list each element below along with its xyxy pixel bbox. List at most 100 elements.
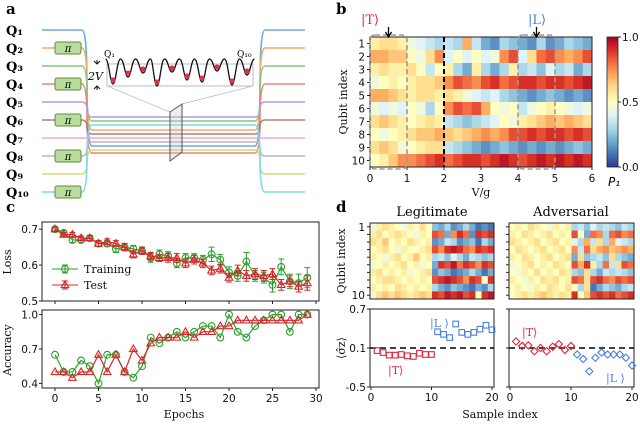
adversarial-heatmap-cell xyxy=(627,283,635,292)
data-point xyxy=(111,238,121,247)
data-point xyxy=(250,315,260,324)
adversarial-heatmap-cell xyxy=(602,268,610,277)
particle-dot xyxy=(229,78,235,84)
y-tick-label: 4 xyxy=(358,78,365,90)
legitimate-heatmap-cell xyxy=(463,230,470,239)
heatmap-cell xyxy=(388,89,399,103)
pi-gate-label: π xyxy=(64,80,72,91)
adversarial-heatmap-cell xyxy=(559,253,566,262)
legitimate-heatmap-cell xyxy=(401,268,408,277)
data-point xyxy=(232,315,243,324)
pi-gate-label: π xyxy=(64,44,72,55)
legitimate-heatmap-cell xyxy=(382,283,389,292)
heatmap-cell xyxy=(370,63,380,77)
adversarial-heatmap-cell xyxy=(609,245,616,254)
adversarial-title: Adversarial xyxy=(532,205,609,220)
legitimate-heatmap-cell xyxy=(450,223,458,231)
adversarial-heatmap-cell xyxy=(552,230,560,239)
heatmap-cell xyxy=(555,89,565,103)
adversarial-heatmap-cell xyxy=(534,230,541,239)
adversarial-heatmap-cell xyxy=(552,276,560,285)
adversarial-heatmap-cell xyxy=(627,261,635,269)
heatmap-cell xyxy=(434,37,445,51)
qubit-label: Q₉ xyxy=(6,168,23,183)
x-tick-label: 20 xyxy=(222,393,235,405)
adversarial-heatmap-cell xyxy=(559,276,566,285)
data-point xyxy=(293,315,304,324)
x-tick-label: 30 xyxy=(309,393,322,405)
legitimate-heatmap-cell xyxy=(419,283,427,292)
heatmap-cell xyxy=(379,89,389,103)
heatmap-cell xyxy=(471,89,482,103)
legitimate-heatmap-cell xyxy=(388,291,396,300)
qubit-line xyxy=(42,101,305,118)
legitimate-heatmap-cell xyxy=(419,245,427,254)
legitimate-heatmap-cell xyxy=(407,223,414,231)
legitimate-heatmap-cell xyxy=(487,276,495,285)
heatmap-cell xyxy=(518,128,528,142)
heatmap-cell xyxy=(573,141,584,155)
heatmap-cell xyxy=(518,37,528,51)
adversarial-heatmap-frame xyxy=(508,222,635,300)
legitimate-heatmap-cell xyxy=(413,261,420,269)
heatmap-cell xyxy=(416,37,426,51)
legitimate-heatmap-cell xyxy=(463,283,470,292)
heatmap-cell xyxy=(564,115,574,129)
adversarial-heatmap-cell xyxy=(609,268,616,277)
adversarial-heatmap-cell xyxy=(540,261,547,269)
qubit-label: Q₂ xyxy=(6,42,23,57)
adversarial-heatmap-cell xyxy=(577,276,585,285)
heatmap-cell xyxy=(508,50,519,64)
selection-window xyxy=(369,34,408,170)
legitimate-heatmap-cell xyxy=(413,238,420,247)
qubit-line xyxy=(42,119,305,135)
legitimate-heatmap-cell xyxy=(413,245,420,254)
legitimate-heatmap-cell xyxy=(438,291,445,300)
x-tick-label: 5 xyxy=(552,173,559,185)
adversarial-heatmap-cell xyxy=(627,253,635,262)
legitimate-heatmap-cell xyxy=(394,253,402,262)
adversarial-heatmap-cell xyxy=(534,276,541,285)
particle-dot xyxy=(125,70,131,76)
heatmap-cell xyxy=(444,89,454,103)
adversarial-heatmap-cell xyxy=(565,276,572,285)
data-point xyxy=(128,343,139,353)
adversarial-heatmap-cell xyxy=(521,261,529,269)
adversarial-heatmap-cell xyxy=(627,276,635,285)
adversarial-heatmap-cell xyxy=(590,253,597,262)
heatmap-cell xyxy=(471,63,482,77)
legitimate-heatmap-cell xyxy=(450,238,458,247)
adversarial-heatmap-cell xyxy=(577,291,585,300)
y-tick-label: 10 xyxy=(352,156,365,168)
legitimate-data-point xyxy=(391,351,399,359)
heatmap-cell xyxy=(536,63,547,77)
legitimate-heatmap-cell xyxy=(456,230,464,239)
legitimate-heatmap-cell xyxy=(370,291,377,300)
data-point xyxy=(224,272,234,281)
legitimate-heatmap-cell xyxy=(438,238,445,247)
heatmap-cell xyxy=(425,37,436,51)
adversarial-heatmap-cell xyxy=(602,238,610,247)
legitimate-heatmap-cell xyxy=(419,230,427,239)
particle-dot xyxy=(110,77,116,83)
adversarial-heatmap-cell xyxy=(540,253,547,262)
x-tick-label: 2 xyxy=(441,173,448,185)
adversarial-heatmap-cell xyxy=(627,238,635,247)
heatmap-cell xyxy=(407,154,417,168)
legitimate-heatmap-cell xyxy=(394,291,402,300)
adversarial-heatmap-cell xyxy=(590,283,597,292)
adversarial-heatmap-cell xyxy=(546,253,554,262)
heatmap-cell xyxy=(416,89,426,103)
legitimate-heatmap-cell xyxy=(444,283,451,292)
legitimate-heatmap-cell xyxy=(456,268,464,277)
adversarial-heatmap-cell xyxy=(615,253,622,262)
colorbar-tick-label: 1.0 xyxy=(622,32,639,44)
legitimate-heatmap-cell xyxy=(376,245,383,254)
heatmap-cell xyxy=(527,37,537,51)
legitimate-heatmap-cell xyxy=(456,238,464,247)
legitimate-heatmap-cell xyxy=(444,261,451,269)
heatmap-cell xyxy=(370,102,380,116)
heatmap-cell xyxy=(536,154,547,168)
data-point xyxy=(154,332,165,341)
heatmap-cell xyxy=(555,76,565,90)
